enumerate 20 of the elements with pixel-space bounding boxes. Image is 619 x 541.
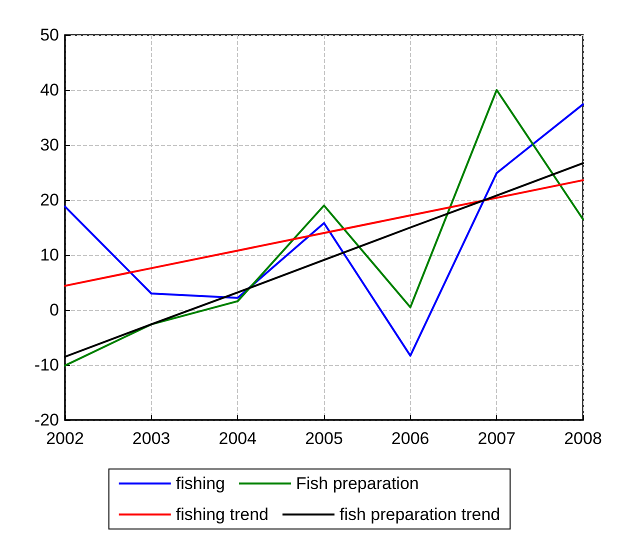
y-tick-label: 30 — [40, 136, 59, 154]
y-tick-label: 50 — [40, 26, 59, 44]
legend-label: fish preparation trend — [339, 505, 500, 524]
y-tick-label: 20 — [40, 190, 59, 210]
x-tick-label: 2006 — [391, 429, 430, 448]
y-tick-label: -10 — [34, 356, 59, 374]
x-tick-label: 2005 — [305, 429, 343, 448]
legend-label: fishing — [176, 474, 226, 493]
y-tick-label: 0 — [50, 300, 59, 320]
y-tick-label: 40 — [40, 80, 59, 100]
x-tick-label: 2004 — [218, 429, 257, 448]
y-tick-label: 10 — [40, 246, 59, 264]
x-tick-label: 2007 — [478, 429, 516, 448]
x-tick-label: 2003 — [132, 429, 170, 448]
x-tick-label: 2002 — [46, 429, 84, 448]
legend-label: fishing trend — [176, 505, 268, 524]
x-tick-label: 2008 — [564, 429, 602, 448]
legend-label: Fish preparation — [296, 474, 419, 493]
y-tick-label: -20 — [34, 410, 59, 430]
line-series — [64, 179, 584, 287]
